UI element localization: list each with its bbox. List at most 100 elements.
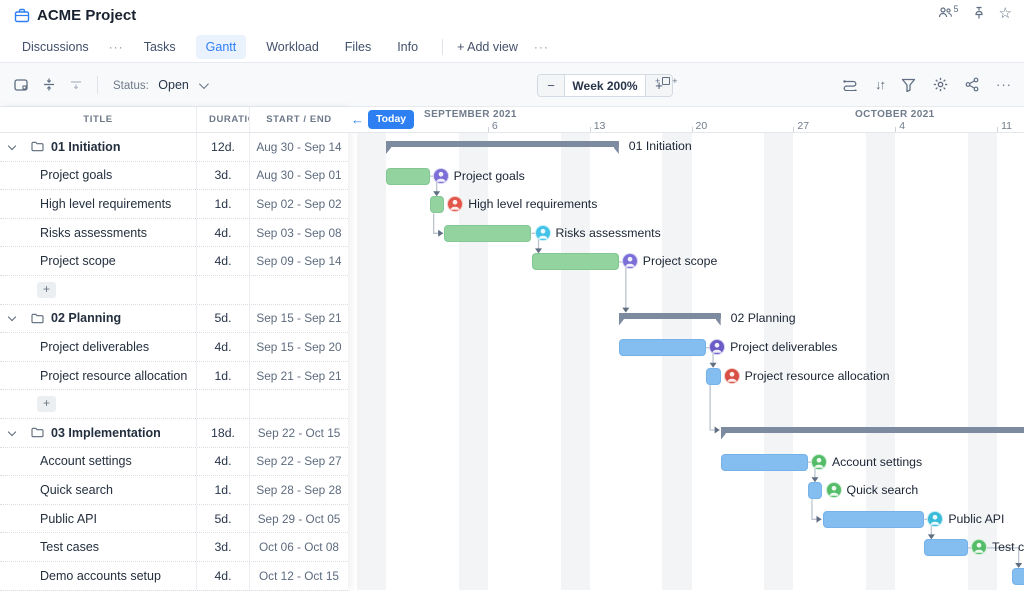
table-row[interactable]: 01 Initiation 12d. Aug 30 - Sep 14 bbox=[0, 133, 348, 162]
day-tick-label: 27 bbox=[797, 120, 810, 132]
scroll-left-arrow-icon[interactable]: ← bbox=[351, 112, 364, 127]
pin-button[interactable] bbox=[973, 6, 985, 20]
snapshot-button[interactable] bbox=[14, 78, 28, 91]
weekend-band bbox=[560, 107, 590, 590]
chevron-down-icon[interactable] bbox=[7, 141, 17, 151]
sort-button[interactable]: ↓↑ bbox=[875, 77, 886, 92]
tab-tasks[interactable]: Tasks bbox=[143, 39, 176, 54]
folder-icon bbox=[31, 313, 44, 324]
task-bar[interactable] bbox=[386, 167, 430, 185]
row-dates-cell: Sep 09 - Sep 14 bbox=[256, 254, 342, 269]
summary-cap-left bbox=[720, 427, 726, 440]
table-row[interactable]: Demo accounts setup 4d. Oct 12 - Oct 15 bbox=[0, 561, 348, 591]
task-title: Project resource allocation bbox=[40, 368, 188, 383]
timeline-header: ← Today SEPTEMBER 2021 OCTOBER 2021 6 13 20 2… bbox=[348, 107, 1024, 133]
task-bar-label: High level requirements bbox=[468, 197, 598, 212]
zoom-level-button[interactable]: Week 200% bbox=[564, 75, 646, 96]
tabs-overflow-button[interactable]: ··· bbox=[108, 39, 124, 54]
task-bar[interactable] bbox=[720, 453, 808, 471]
task-bar-label: Quick search bbox=[846, 483, 919, 498]
table-row[interactable]: Risks assessments 4d. Sep 03 - Sep 08 bbox=[0, 218, 348, 248]
chevron-down-icon[interactable] bbox=[7, 427, 17, 436]
folder-icon bbox=[31, 141, 44, 152]
table-row[interactable]: Project deliverables 4d. Sep 15 - Sep 20 bbox=[0, 333, 348, 362]
table-row[interactable]: Account settings 4d. Sep 22 - Sep 27 bbox=[0, 447, 348, 477]
table-row[interactable]: Project goals 3d. Aug 30 - Sep 01 bbox=[0, 161, 348, 191]
row-title-cell: Account settings bbox=[0, 447, 197, 476]
gantt-toolbar: Status: Open − Week 200% + + + ↓↑ bbox=[0, 62, 1024, 107]
table-row[interactable]: Public API 5d. Sep 29 - Oct 05 bbox=[0, 504, 348, 534]
task-bar-label: Test cases bbox=[992, 540, 1024, 555]
week-tick bbox=[487, 127, 489, 132]
zoom-in-button[interactable]: + bbox=[646, 75, 672, 96]
status-filter-label: Status: bbox=[113, 79, 149, 92]
add-view-button[interactable]: + Add view bbox=[457, 39, 518, 54]
table-row[interactable]: Project resource allocation 1d. Sep 21 - S… bbox=[0, 361, 348, 391]
summary-bar[interactable] bbox=[618, 312, 721, 326]
status-filter[interactable]: Status: Open bbox=[113, 76, 210, 94]
task-bar[interactable] bbox=[706, 367, 721, 385]
summary-cap-right bbox=[715, 312, 721, 326]
tab-gantt[interactable]: Gantt bbox=[195, 34, 247, 59]
task-bar[interactable] bbox=[444, 224, 532, 242]
task-bar[interactable] bbox=[807, 482, 823, 500]
route-icon bbox=[842, 78, 858, 91]
summary-label: 02 Planning bbox=[730, 310, 796, 325]
tab-files[interactable]: Files bbox=[344, 39, 372, 54]
table-row[interactable]: + bbox=[0, 390, 348, 419]
share-button[interactable] bbox=[965, 77, 979, 92]
summary-bar[interactable] bbox=[720, 427, 1024, 440]
table-body: 01 Initiation 12d. Aug 30 - Sep 14 Project … bbox=[0, 133, 348, 591]
chevron-down-icon[interactable] bbox=[7, 313, 17, 322]
settings-button[interactable] bbox=[933, 77, 948, 92]
task-bar[interactable] bbox=[429, 196, 445, 214]
task-bar-label: Account settings bbox=[831, 454, 923, 469]
week-tick bbox=[895, 127, 897, 132]
column-header-duration[interactable]: DURATION bbox=[197, 107, 250, 132]
toolbar-more-button[interactable]: ··· bbox=[996, 77, 1012, 92]
avatar bbox=[534, 224, 551, 241]
task-bar[interactable] bbox=[822, 510, 925, 528]
row-duration-cell: 4d. bbox=[197, 561, 250, 590]
row-dates-cell: Oct 12 - Oct 15 bbox=[259, 568, 339, 583]
add-task-button[interactable]: + bbox=[37, 281, 56, 298]
weekend-band bbox=[764, 107, 794, 590]
tabs-more-button[interactable]: ··· bbox=[533, 39, 549, 54]
task-bar[interactable] bbox=[1011, 568, 1024, 585]
task-bar[interactable] bbox=[924, 539, 968, 557]
dependencies-button[interactable] bbox=[842, 78, 858, 91]
zoom-out-button[interactable]: − bbox=[538, 75, 564, 96]
table-row[interactable]: Quick search 1d. Sep 28 - Sep 28 bbox=[0, 476, 348, 505]
table-row[interactable]: Test cases 3d. Oct 06 - Oct 08 bbox=[0, 533, 348, 562]
row-dates-cell: Sep 22 - Oct 15 bbox=[257, 425, 341, 440]
add-task-button[interactable]: + bbox=[37, 396, 56, 413]
collaborators-button[interactable]: 5 bbox=[938, 4, 959, 19]
table-row[interactable]: High level requirements 1d. Sep 02 - Sep 0… bbox=[0, 190, 348, 219]
today-button[interactable]: Today bbox=[368, 110, 415, 129]
filter-button[interactable] bbox=[901, 78, 916, 92]
table-row[interactable]: Project scope 4d. Sep 09 - Sep 14 bbox=[0, 247, 348, 276]
briefcase-icon bbox=[14, 8, 30, 23]
column-header-dates[interactable]: START / END bbox=[266, 114, 332, 125]
pin-icon bbox=[973, 6, 985, 20]
sort-icon: ↓↑ bbox=[875, 77, 886, 92]
collapse-all-button[interactable] bbox=[70, 78, 82, 91]
star-button[interactable]: ☆ bbox=[999, 6, 1012, 21]
tab-info[interactable]: Info bbox=[397, 39, 419, 54]
column-header-title[interactable]: TITLE bbox=[0, 107, 197, 132]
fit-timeline-button[interactable]: + + bbox=[655, 76, 678, 86]
table-row[interactable]: + bbox=[0, 275, 348, 305]
expand-all-button[interactable] bbox=[43, 78, 55, 91]
table-row[interactable]: 03 Implementation 18d. Sep 22 - Oct 15 bbox=[0, 418, 348, 448]
task-bar[interactable] bbox=[531, 253, 619, 271]
summary-bar[interactable] bbox=[386, 141, 619, 154]
tab-workload[interactable]: Workload bbox=[266, 39, 319, 54]
task-bar[interactable] bbox=[618, 339, 707, 357]
weekend-band bbox=[356, 107, 386, 590]
filter-icon bbox=[901, 78, 916, 92]
avatar bbox=[432, 167, 449, 184]
table-row[interactable]: 02 Planning 5d. Sep 15 - Sep 21 bbox=[0, 304, 348, 334]
row-duration-cell: 5d. bbox=[197, 304, 250, 333]
row-dates-cell bbox=[250, 276, 348, 304]
tab-discussions[interactable]: Discussions bbox=[22, 39, 89, 54]
